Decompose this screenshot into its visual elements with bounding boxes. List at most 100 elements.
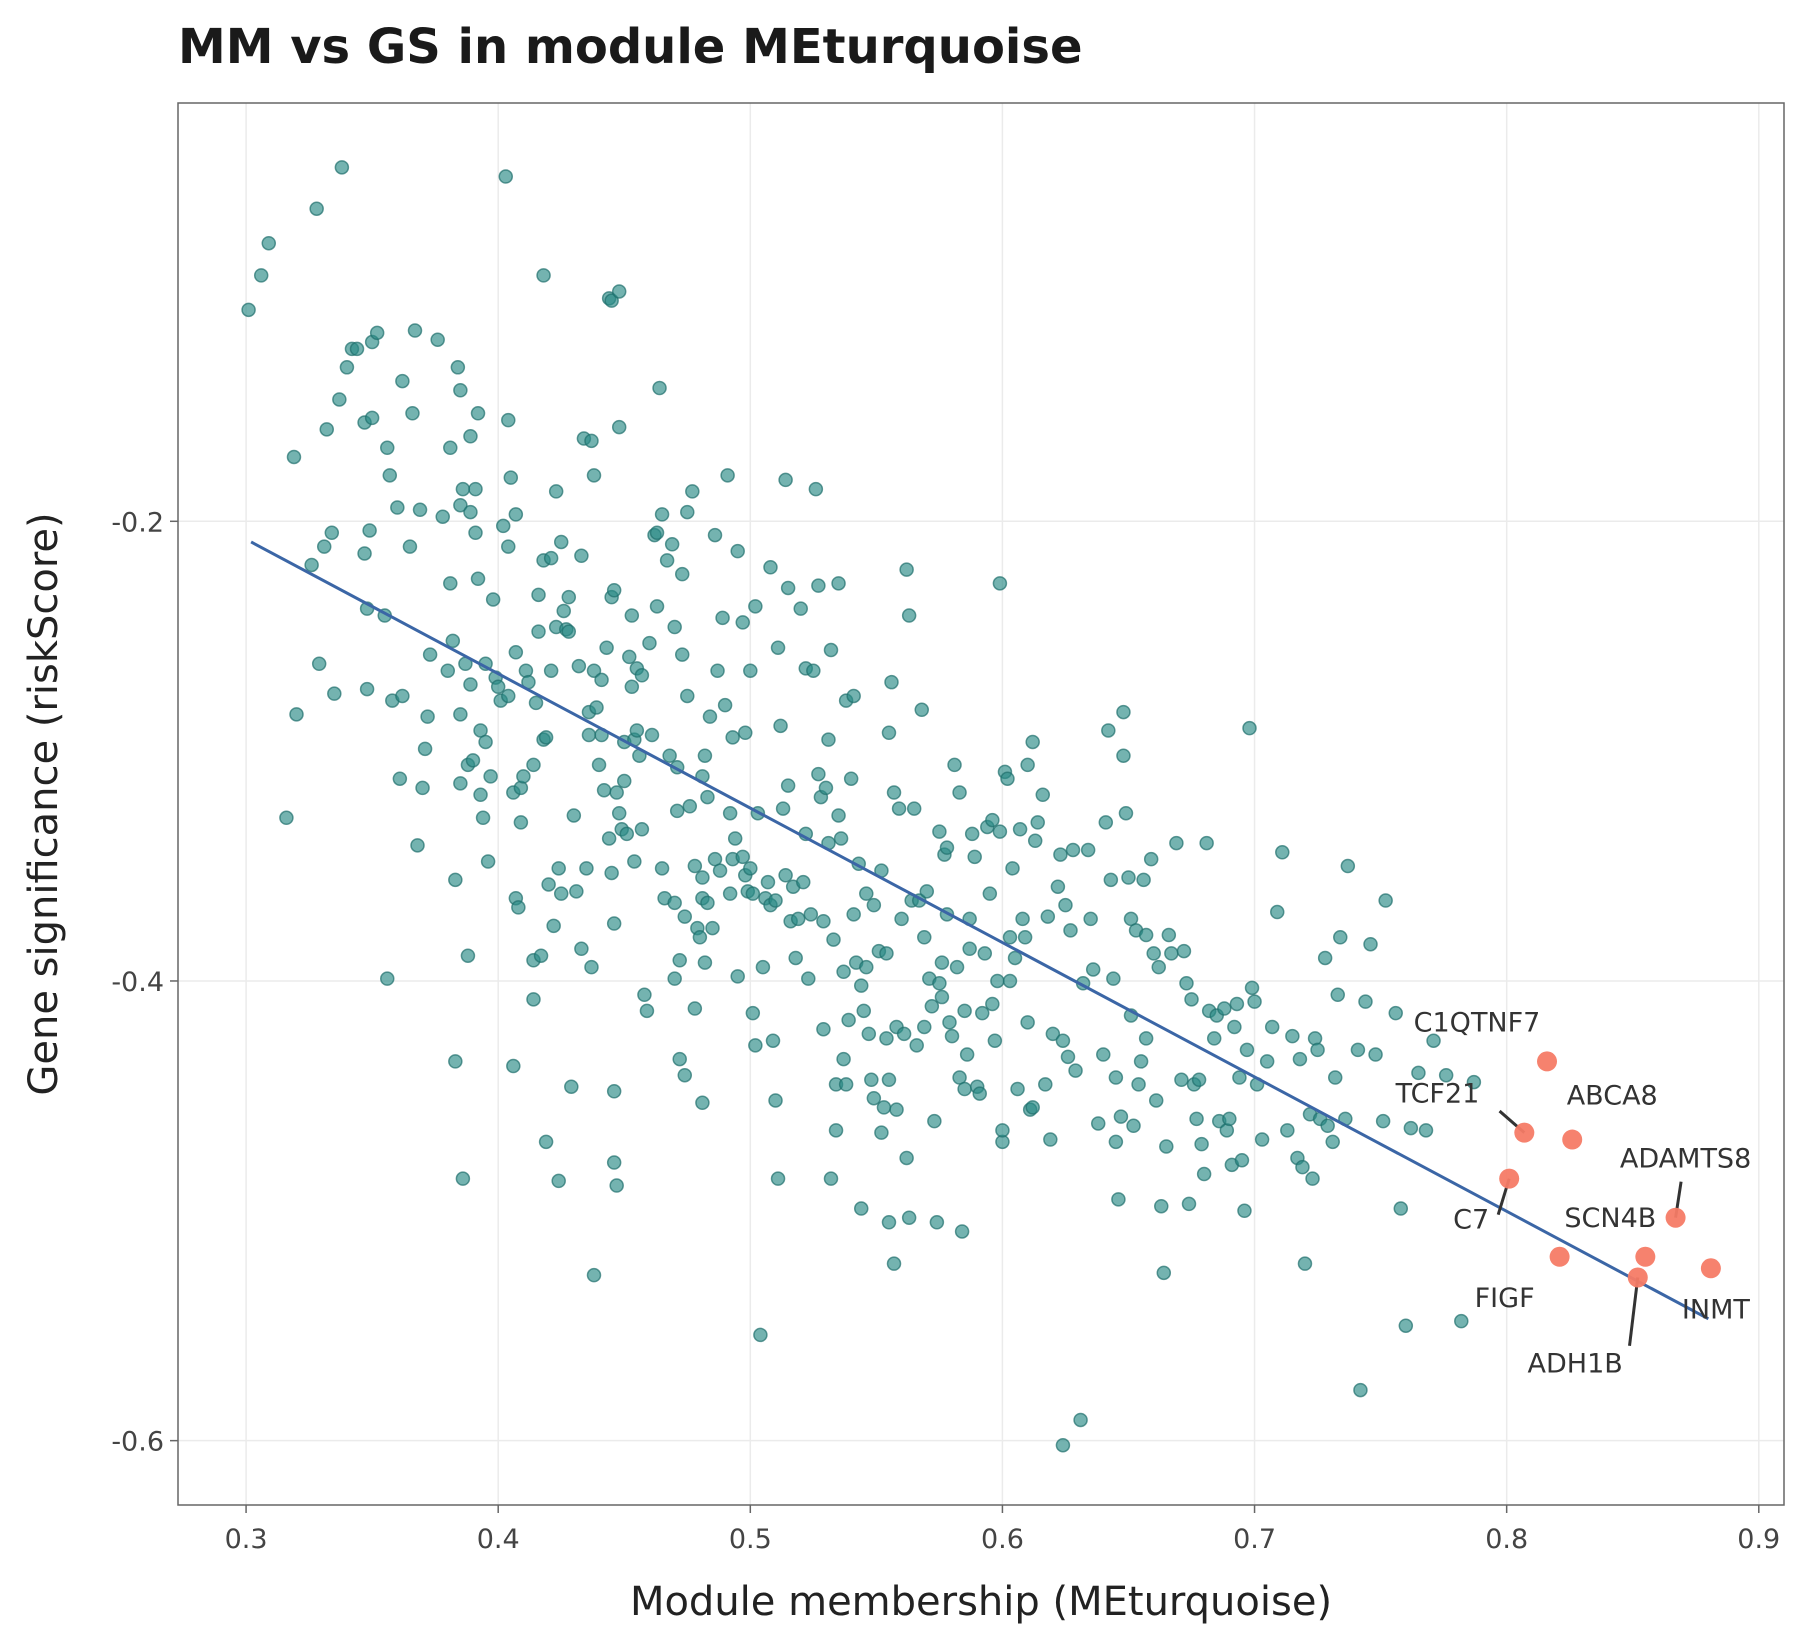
data-point xyxy=(1101,723,1116,738)
data-point xyxy=(1146,946,1161,961)
data-point xyxy=(480,854,496,869)
data-point xyxy=(831,576,846,591)
data-point xyxy=(382,468,398,483)
data-point xyxy=(1229,996,1245,1012)
data-point xyxy=(780,580,796,596)
data-point xyxy=(672,953,687,968)
data-point xyxy=(881,1215,897,1230)
data-point xyxy=(1063,923,1078,938)
data-point xyxy=(606,583,622,598)
data-point xyxy=(891,801,907,816)
data-point xyxy=(571,658,587,674)
data-point xyxy=(339,360,355,375)
data-point xyxy=(745,886,761,901)
data-point xyxy=(412,502,428,518)
data-point xyxy=(1191,1072,1207,1088)
data-point xyxy=(1038,1077,1053,1092)
data-point xyxy=(435,509,450,524)
data-point xyxy=(324,525,340,541)
data-point xyxy=(680,504,695,520)
data-point xyxy=(1378,893,1393,908)
data-point xyxy=(952,785,967,800)
data-point xyxy=(430,332,445,347)
data-point xyxy=(778,472,793,488)
data-point xyxy=(611,284,627,299)
gene-label: SCN4B xyxy=(1564,1203,1656,1234)
data-point xyxy=(1002,973,1018,989)
data-point xyxy=(677,1067,693,1083)
data-point xyxy=(465,753,481,768)
data-point xyxy=(1239,1042,1255,1058)
data-point xyxy=(773,718,788,734)
data-point xyxy=(1244,980,1260,996)
data-point xyxy=(551,861,566,876)
data-point xyxy=(1106,971,1121,986)
data-point xyxy=(634,822,650,837)
data-point xyxy=(506,1058,521,1074)
data-point xyxy=(894,911,909,927)
data-point xyxy=(780,778,796,793)
data-point xyxy=(669,803,685,819)
data-point xyxy=(975,1005,990,1021)
data-point xyxy=(606,916,622,931)
data-point xyxy=(1027,833,1043,849)
data-point xyxy=(836,964,851,980)
y-axis-ticks: -0.2 -0.4 -0.6 xyxy=(111,507,178,1458)
highlighted-gene-point xyxy=(1635,1246,1656,1267)
data-point xyxy=(649,525,665,541)
data-point xyxy=(1025,1100,1040,1115)
data-point xyxy=(949,959,965,975)
data-point xyxy=(543,550,559,566)
data-point xyxy=(909,1038,924,1053)
data-point xyxy=(609,785,624,800)
data-point xyxy=(513,815,529,830)
data-point xyxy=(546,918,561,934)
data-points xyxy=(241,160,1482,1453)
data-point xyxy=(1043,1132,1058,1147)
data-point xyxy=(881,1072,897,1088)
data-point xyxy=(1025,734,1040,750)
data-point xyxy=(1292,1051,1308,1067)
data-point xyxy=(415,780,430,796)
x-axis-label: Module membership (MEturquoise) xyxy=(630,1579,1332,1625)
data-point xyxy=(453,776,468,791)
data-point xyxy=(536,268,551,283)
data-point xyxy=(1196,1166,1212,1182)
data-point xyxy=(357,546,372,561)
data-point xyxy=(624,679,640,695)
x-tick-label: 0.8 xyxy=(1485,1524,1528,1555)
data-point xyxy=(889,1102,904,1117)
data-point xyxy=(619,826,635,842)
data-point xyxy=(1169,835,1184,851)
data-point xyxy=(1269,904,1285,920)
data-point xyxy=(1113,1109,1129,1124)
data-point xyxy=(942,1015,957,1030)
data-point xyxy=(778,867,793,883)
data-point xyxy=(501,688,516,704)
data-point xyxy=(985,996,1000,1012)
data-point xyxy=(422,647,438,662)
data-point xyxy=(808,481,824,497)
data-point xyxy=(1083,911,1098,927)
data-point xyxy=(730,969,745,984)
data-point xyxy=(538,1134,554,1150)
data-point xyxy=(1295,1159,1310,1175)
data-point xyxy=(932,976,947,991)
data-point xyxy=(1136,872,1151,888)
data-point xyxy=(455,1171,471,1186)
data-point xyxy=(962,941,977,957)
data-point xyxy=(886,1256,902,1271)
regression-line-group xyxy=(250,540,1710,1321)
data-point xyxy=(1363,936,1378,952)
data-point xyxy=(1035,787,1051,803)
data-point xyxy=(541,877,556,892)
data-point xyxy=(1280,1123,1295,1138)
data-point xyxy=(564,1079,579,1094)
data-point xyxy=(1055,1033,1071,1048)
data-point xyxy=(1053,847,1068,862)
data-point xyxy=(1297,1256,1313,1271)
data-point xyxy=(967,849,982,865)
data-point xyxy=(1327,1070,1343,1085)
data-point xyxy=(886,785,902,800)
